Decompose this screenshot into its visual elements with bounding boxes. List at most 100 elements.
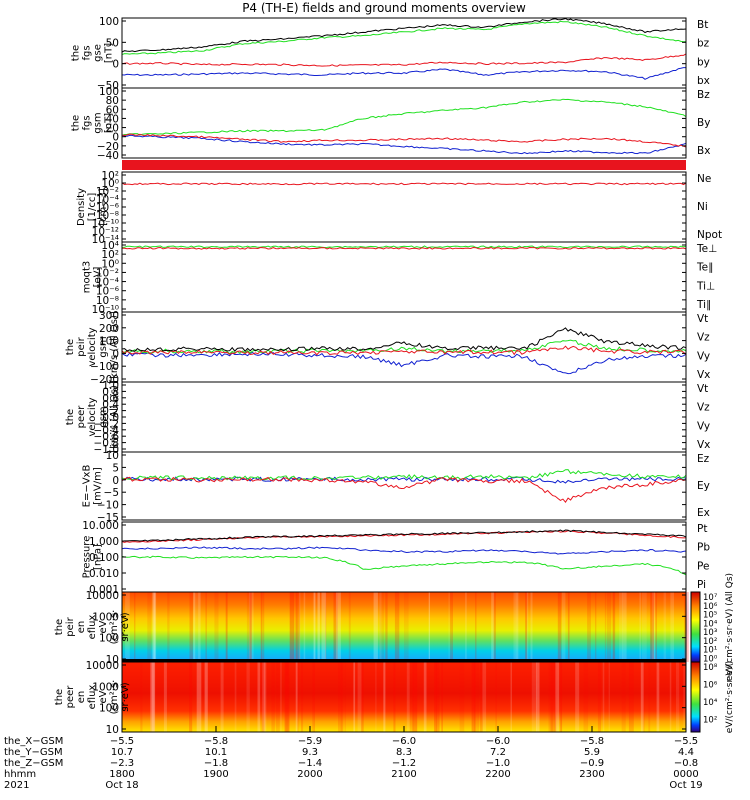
ytick-label: 10⁻¹² (92, 226, 119, 238)
legend-fgs-gsm-Bx: Bx (697, 145, 710, 157)
ytick-label: −5 (104, 487, 119, 499)
ytick-label: 0.2 (102, 406, 119, 418)
ylabel-peir-eflux: the (54, 619, 65, 635)
legend-temperature-Te⊥: Te⊥ (696, 243, 717, 255)
ylabel-peir-eflux: (cm²·s· (109, 610, 120, 645)
ytick-label: 0.010 (89, 568, 119, 580)
frame-temperature (121, 241, 687, 313)
xtick-hhmm: 2200 (485, 769, 510, 780)
spectrogram-streak (312, 592, 315, 662)
spectrogram-streak (373, 592, 378, 662)
colorbar-tick: 10² (703, 637, 717, 647)
xtick-z: −1.8 (204, 758, 228, 769)
xtick-hhmm: 1900 (203, 769, 228, 780)
spectrogram-streak (340, 662, 344, 732)
colorbar-tick: 10⁴ (703, 619, 718, 629)
spectrogram-streak (683, 662, 686, 732)
spectrogram-streak (220, 662, 224, 732)
spectrogram-streak (642, 592, 647, 662)
spectrogram-streak (263, 592, 265, 662)
spectrogram-streak (670, 592, 674, 662)
colorbar-tick: 10³ (703, 628, 717, 638)
spectrogram-streak (474, 662, 480, 732)
spectrogram-streak (313, 592, 316, 662)
legend-density-Npot: Npot (697, 229, 722, 241)
spectrogram-streak (612, 592, 615, 662)
spectrogram-streak (525, 592, 528, 662)
legend-temperature-Ti⊥: Ti⊥ (696, 280, 715, 292)
legend-peer-velocity-Vx: Vx (697, 439, 710, 451)
ytick-label: 10⁰ (101, 258, 119, 270)
ylabel-peir-eflux: eflux (87, 615, 98, 640)
legend-peir-velocity-Vy: Vy (697, 350, 710, 362)
series-peir-velocity-Vt (121, 327, 687, 352)
ytick-label: 20 (106, 123, 119, 135)
spectrogram-streak (263, 662, 267, 732)
legend-pressure-Pb: Pb (697, 542, 710, 554)
ytick-label: 10⁰ (101, 178, 119, 190)
ytick-label: 10 (106, 724, 119, 736)
ylabel-peir-eflux: peir (65, 616, 76, 636)
spectrogram-streak (257, 662, 261, 732)
xtick-x: −5.5 (674, 736, 698, 747)
spectrogram-streak (214, 592, 219, 662)
spectrogram-streak (147, 592, 152, 662)
spectrogram-streak (312, 662, 314, 732)
ylabel-temperature: [eV] (93, 267, 104, 288)
spectrogram-streak (134, 592, 136, 662)
xtick-z: −0.8 (674, 758, 698, 769)
legend-fgs-gse-bx: bx (697, 75, 710, 87)
spectrogram-streak (656, 662, 660, 732)
ytick-label: −20 (97, 141, 119, 153)
ylabel-fgs-gse: gse (93, 44, 104, 62)
xtick-y: 7.2 (490, 747, 506, 758)
frame-peer-velocity (121, 381, 687, 453)
series-fgs-gsm-Bx (121, 134, 687, 155)
ylabel-pressure: [nPa] (93, 544, 104, 570)
xtick-y: 10.7 (111, 747, 133, 758)
legend-fgs-gsm-Bz: Bz (697, 89, 710, 101)
legend-efield-Ez: Ez (697, 453, 710, 465)
legend-pressure-Pi: Pi (697, 579, 706, 591)
flag-bar (122, 160, 686, 170)
spectrogram-streak (555, 662, 560, 732)
spectrogram-streak (459, 662, 465, 732)
panel-fgs-gse: 100 50 0 −50 the fgs gse [nT] Bt bz by bx (71, 16, 710, 92)
ytick-label: 10000 (86, 590, 119, 602)
spectrogram-streak (379, 592, 382, 662)
xtick-x: −5.8 (580, 736, 604, 747)
spectrogram-streak (436, 662, 440, 732)
ytick-label: 50 (106, 37, 119, 49)
ytick-label: 200 (99, 323, 119, 335)
spectrogram-streak (450, 592, 453, 662)
colorbar-tick: 10⁸ (703, 663, 718, 673)
spectrogram-streak (448, 592, 450, 662)
ylabel-fgs-gsm: [nT] (104, 113, 115, 133)
spectrogram-streak (246, 662, 250, 732)
legend-fgs-gse-Bt: Bt (697, 19, 708, 31)
ylabel-fgs-gsm: the (71, 115, 82, 131)
spectrogram-streak (271, 662, 275, 732)
spectrogram-streak (412, 662, 418, 732)
ylabel-peir-eflux: sr·eV) (120, 612, 131, 641)
ytick-label: 10⁻⁸ (96, 210, 119, 222)
series-temperature-Te⊥ (121, 246, 687, 250)
spectrogram-streak (262, 662, 266, 732)
spectrogram-streak (575, 662, 580, 732)
ytick-label: 10 (106, 450, 119, 462)
series-fgs-gsm-Bz (121, 133, 687, 148)
spectrogram-streak (234, 662, 237, 732)
spectrogram-streak (284, 662, 289, 732)
spectrogram-streak (560, 662, 563, 732)
ytick-label: 10000 (86, 660, 119, 672)
spectrogram-streak (536, 662, 540, 732)
spectrogram-streak (406, 662, 410, 732)
ytick-label: 0.4 (102, 399, 119, 411)
spectrogram-streak (482, 662, 487, 732)
xtick-date: Oct 18 (105, 780, 138, 791)
spectrogram-streak (150, 662, 155, 732)
xtick-y: 9.3 (302, 747, 318, 758)
xtick-z: −1.0 (486, 758, 510, 769)
spectrogram-streak (394, 592, 400, 662)
series-pressure-Pt (121, 529, 687, 542)
